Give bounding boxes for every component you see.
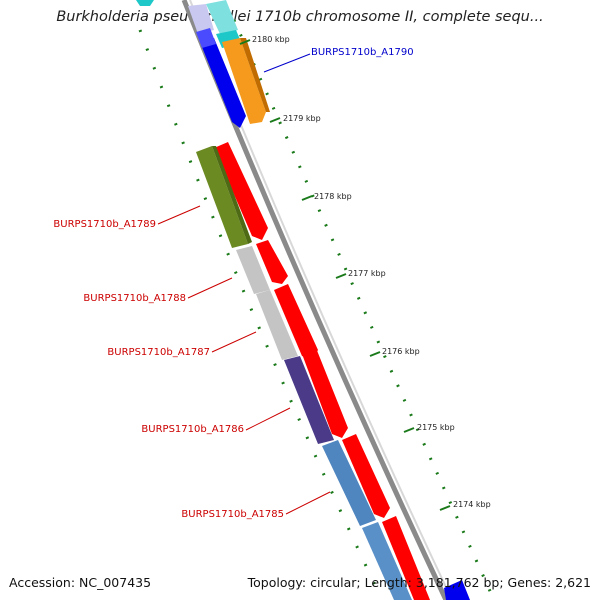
map-title: Burkholderia pseudomallei 1710b chromoso… [56, 9, 544, 25]
tick-label: 2177 kbp [348, 269, 386, 278]
gene-feature-orange-shade [240, 38, 270, 112]
gene-label-a1787[interactable]: BURPS1710b_A1787 [107, 347, 210, 358]
cds-arrow-4 [302, 348, 348, 438]
tick-mark [239, 39, 251, 45]
gene-label-leader [157, 205, 201, 225]
gene-feature-steelblue-2 [362, 522, 412, 600]
tick-label: 2176 kbp [382, 347, 420, 356]
gene-label-leader [211, 331, 257, 353]
tick-label: 2175 kbp [417, 423, 455, 432]
tick-mark [403, 427, 415, 433]
gene-label-leader [187, 277, 233, 299]
tick-label: 2178 kbp [314, 192, 352, 201]
gene-segment-cyan-top-2 [206, 0, 238, 34]
gene-feature-blue-bottom [444, 580, 470, 600]
gene-feature-gray-2 [256, 290, 298, 360]
gene-label-a1788[interactable]: BURPS1710b_A1788 [83, 293, 186, 304]
accession-text: Accession: NC_007435 [9, 575, 152, 590]
gene-label-leader [245, 407, 291, 431]
genome-summary-text: Topology: circular; Length: 3,181,762 bp… [247, 575, 591, 590]
gene-label-a1789[interactable]: BURPS1710b_A1789 [53, 219, 156, 230]
tick-mark [369, 351, 381, 357]
gene-segment-cyan-top [136, 0, 154, 6]
tick-mark [269, 117, 281, 123]
kbp-ticks [239, 39, 451, 511]
gene-feature-olive-shade [212, 146, 252, 244]
gene-label-a1786[interactable]: BURPS1710b_A1786 [141, 424, 244, 435]
gene-label-a1785[interactable]: BURPS1710b_A1785 [181, 509, 284, 520]
cds-arrow-2 [256, 240, 288, 284]
inner-dotted-ring [138, 29, 384, 600]
tick-mark [439, 505, 451, 511]
tick-mark [301, 195, 313, 201]
gene-feature-orange [222, 38, 266, 124]
gene-feature-steelblue-1 [322, 440, 376, 526]
gene-feature-purple [284, 356, 334, 444]
cds-arrow-3 [274, 284, 318, 360]
gene-feature-gray-1 [236, 246, 270, 294]
gene-label-leader [263, 53, 311, 73]
gene-feature-olive [196, 146, 248, 248]
cds-arrow-6 [382, 516, 430, 600]
gene-feature-blue-top [196, 28, 216, 48]
tick-label: 2180 kbp [252, 35, 290, 44]
cds-arrow-5 [342, 434, 390, 518]
gene-label-a1790[interactable]: BURPS1710b_A1790 [311, 47, 414, 58]
gene-feature-blue [200, 38, 246, 128]
gene-segment-lavender-top [188, 4, 214, 34]
gene-label-leader [285, 491, 331, 515]
tick-mark [335, 273, 347, 279]
cds-arrow-1 [214, 142, 268, 240]
tick-label: 2174 kbp [453, 500, 491, 509]
tick-label: 2179 kbp [283, 114, 321, 123]
